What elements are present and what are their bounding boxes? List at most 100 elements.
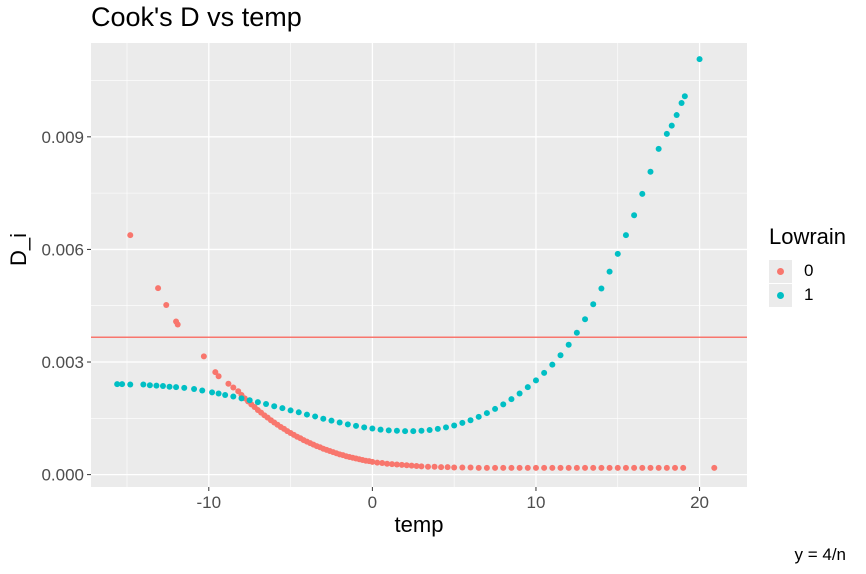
data-point xyxy=(696,56,703,63)
data-point xyxy=(582,316,589,323)
data-point xyxy=(312,413,319,420)
data-point xyxy=(582,464,589,471)
data-point xyxy=(287,407,294,414)
data-point xyxy=(516,390,523,397)
data-point xyxy=(212,369,219,376)
x-tick-label: 20 xyxy=(690,493,709,512)
data-point xyxy=(155,285,162,292)
legend-label-0: 0 xyxy=(804,261,814,280)
data-point xyxy=(614,250,621,257)
data-point xyxy=(230,393,237,400)
data-point xyxy=(647,464,654,471)
data-point xyxy=(532,377,539,384)
data-point xyxy=(483,410,490,417)
data-point xyxy=(680,464,687,471)
data-point xyxy=(279,405,286,412)
data-point xyxy=(668,122,675,129)
data-point xyxy=(467,464,474,471)
y-tick-label: 0.009 xyxy=(41,128,84,147)
data-point xyxy=(451,422,458,429)
plot-panel xyxy=(91,43,747,487)
data-point xyxy=(254,399,261,406)
data-point xyxy=(606,268,613,275)
x-axis: -10 0 10 20 xyxy=(196,487,709,512)
points-layer xyxy=(114,56,718,471)
data-point xyxy=(166,383,173,390)
data-point xyxy=(598,285,605,292)
data-point xyxy=(222,392,229,399)
y-tick-label: 0.006 xyxy=(41,240,84,259)
data-point xyxy=(119,381,126,388)
data-point xyxy=(369,458,376,465)
data-point xyxy=(681,93,688,100)
y-axis-title: D_i xyxy=(6,232,31,266)
data-point xyxy=(174,321,181,328)
data-point xyxy=(271,403,278,410)
data-point xyxy=(384,460,391,467)
data-point xyxy=(663,130,670,137)
data-point xyxy=(673,112,680,119)
data-point xyxy=(377,426,384,433)
data-point xyxy=(389,461,396,468)
data-point xyxy=(215,373,222,380)
data-point xyxy=(672,464,679,471)
data-point xyxy=(655,464,662,471)
y-axis: 0.000 0.003 0.006 0.009 xyxy=(41,128,91,485)
legend-marker-1 xyxy=(777,292,784,299)
data-point xyxy=(361,424,368,431)
data-point xyxy=(369,425,376,432)
data-point xyxy=(459,419,466,426)
series-0 xyxy=(127,232,718,471)
data-point xyxy=(631,464,638,471)
data-point xyxy=(549,361,556,368)
legend-key-1 xyxy=(769,284,792,307)
data-point xyxy=(209,389,216,396)
x-axis-title: temp xyxy=(394,512,444,537)
data-point xyxy=(557,464,564,471)
data-point xyxy=(163,301,170,308)
data-point xyxy=(442,424,449,431)
data-point xyxy=(541,464,548,471)
data-point xyxy=(140,381,147,388)
data-point xyxy=(614,464,621,471)
data-point xyxy=(549,464,556,471)
data-point xyxy=(647,168,654,175)
data-point xyxy=(246,397,253,404)
data-point xyxy=(408,462,415,469)
data-point xyxy=(516,464,523,471)
series-1 xyxy=(114,56,703,435)
data-point xyxy=(418,463,425,470)
major-gridlines xyxy=(91,43,747,487)
data-point xyxy=(573,329,580,336)
data-point xyxy=(622,464,629,471)
data-point xyxy=(413,462,420,469)
data-point xyxy=(344,421,351,428)
data-point xyxy=(557,352,564,359)
data-point xyxy=(532,464,539,471)
data-point xyxy=(565,464,572,471)
data-point xyxy=(598,464,605,471)
data-point xyxy=(146,382,153,389)
data-point xyxy=(492,464,499,471)
data-point xyxy=(655,145,662,152)
data-point xyxy=(711,464,718,471)
data-point xyxy=(444,464,451,471)
data-point xyxy=(263,401,270,408)
data-point xyxy=(622,232,629,239)
data-point xyxy=(434,425,441,432)
data-point xyxy=(451,464,458,471)
data-point xyxy=(590,301,597,308)
data-point xyxy=(459,464,466,471)
data-point xyxy=(524,464,531,471)
data-point xyxy=(398,461,405,468)
data-point xyxy=(573,464,580,471)
data-point xyxy=(500,401,507,408)
data-point xyxy=(225,380,232,387)
legend-label-1: 1 xyxy=(804,285,814,304)
data-point xyxy=(475,464,482,471)
data-point xyxy=(508,396,515,403)
data-point xyxy=(631,212,638,219)
data-point xyxy=(565,341,572,348)
data-point xyxy=(238,395,245,402)
